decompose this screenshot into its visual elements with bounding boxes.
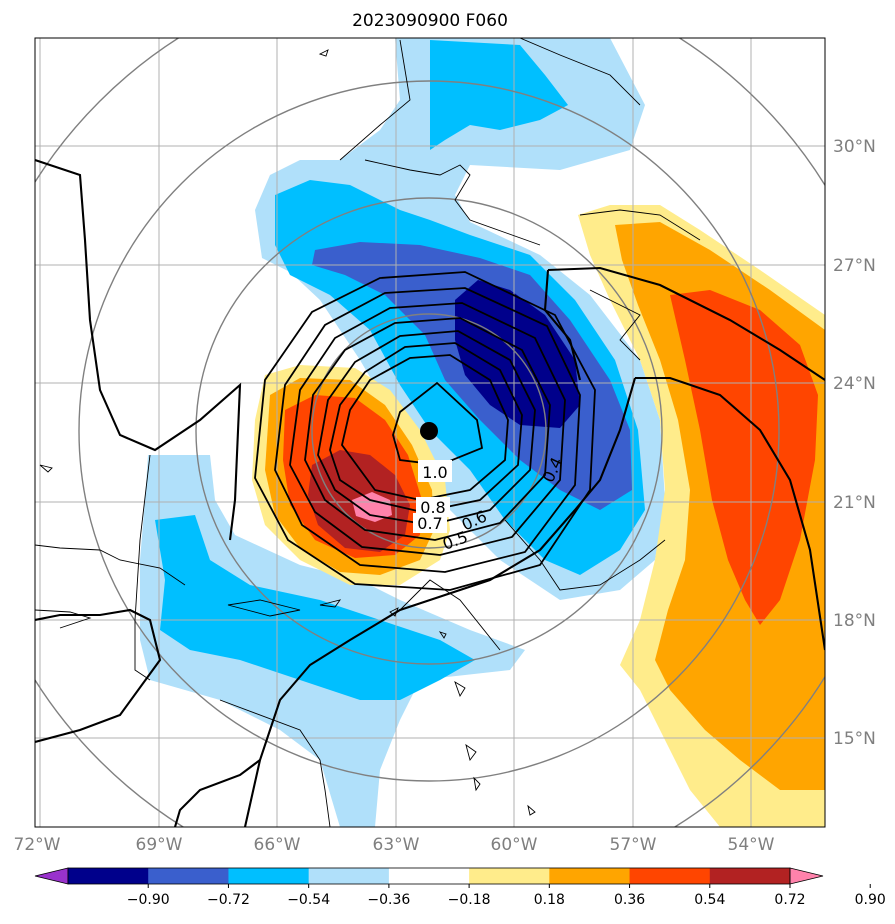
- colorbar-cells: [34, 867, 824, 885]
- lat-tick-label: 24°N: [833, 374, 876, 394]
- map-area: 1.0 0.8 0.7 0.6 0.5 0.4: [35, 38, 825, 827]
- positive-anomaly-shading-5: [352, 492, 392, 522]
- lon-tick-label: 63°W: [373, 835, 420, 855]
- lat-tick-label: 21°N: [833, 493, 876, 513]
- colorbar-cell: [228, 868, 310, 884]
- lon-tick-label: 57°W: [610, 835, 657, 855]
- map-title: 2023090900 F060: [352, 11, 508, 31]
- colorbar-cell: [388, 868, 470, 884]
- colorbar-cell: [68, 868, 149, 884]
- colorbar-tick-label: −0.54: [287, 892, 330, 908]
- colorbar-cell: [709, 868, 791, 884]
- lon-tick-labels: 72°W 69°W 66°W 63°W 60°W 57°W 54°W: [14, 835, 775, 855]
- colorbar-tick-label: −0.18: [448, 892, 491, 908]
- colorbar-cell: [469, 868, 550, 884]
- contour-label-0-7: 0.7: [417, 514, 442, 533]
- map-frame: [34, 37, 826, 828]
- lat-tick-label: 18°N: [833, 611, 876, 631]
- lon-tick-label: 66°W: [254, 835, 301, 855]
- coastlines: [35, 38, 701, 827]
- colorbar-tick-label: −0.36: [367, 892, 410, 908]
- lon-tick-label: 72°W: [14, 835, 61, 855]
- colorbar-frame: [67, 867, 791, 885]
- colorbar-cell: [148, 868, 229, 884]
- colorbar-tick-label: 0.36: [614, 892, 645, 908]
- colorbar-cell: [308, 868, 390, 884]
- colorbar-tick-label: −0.90: [127, 892, 170, 908]
- colorbar-extend-high: [789, 867, 824, 885]
- colorbar-extend-low: [34, 867, 69, 885]
- colorbar: −0.90 −0.72 −0.54 −0.36 −0.18 0.18 0.36 0.54 0.7…: [34, 867, 886, 908]
- colorbar-tick-label: −0.72: [207, 892, 250, 908]
- lat-tick-labels: 30°N 27°N 24°N 21°N 18°N 15°N: [833, 137, 876, 749]
- colorbar-tick-label: 0.18: [534, 892, 565, 908]
- colorbar-tick-label: 0.72: [774, 892, 805, 908]
- lat-tick-label: 15°N: [833, 729, 876, 749]
- colorbar-tick-label: 0.54: [694, 892, 725, 908]
- anomaly-contours: [254, 271, 596, 591]
- lat-tick-label: 30°N: [833, 137, 876, 157]
- contour-label-0-8: 0.8: [420, 498, 445, 517]
- graticule: [35, 38, 825, 827]
- thick-contours: [35, 159, 825, 827]
- colorbar-tick-label: 0.90: [855, 892, 886, 908]
- lon-tick-label: 69°W: [136, 835, 183, 855]
- colorbar-labels: −0.90 −0.72 −0.54 −0.36 −0.18 0.18 0.36 0.54 0.7…: [127, 884, 886, 908]
- range-rings: [35, 38, 825, 827]
- lat-tick-label: 27°N: [833, 256, 876, 276]
- contour-labels: 1.0 0.8 0.7 0.6 0.5 0.4: [413, 454, 567, 554]
- colorbar-cell: [629, 868, 711, 884]
- colorbar-cell: [549, 868, 631, 884]
- lon-tick-label: 60°W: [491, 835, 538, 855]
- storm-center-marker: [420, 422, 438, 440]
- contour-label-1-0: 1.0: [422, 463, 447, 482]
- lon-tick-label: 54°W: [728, 835, 775, 855]
